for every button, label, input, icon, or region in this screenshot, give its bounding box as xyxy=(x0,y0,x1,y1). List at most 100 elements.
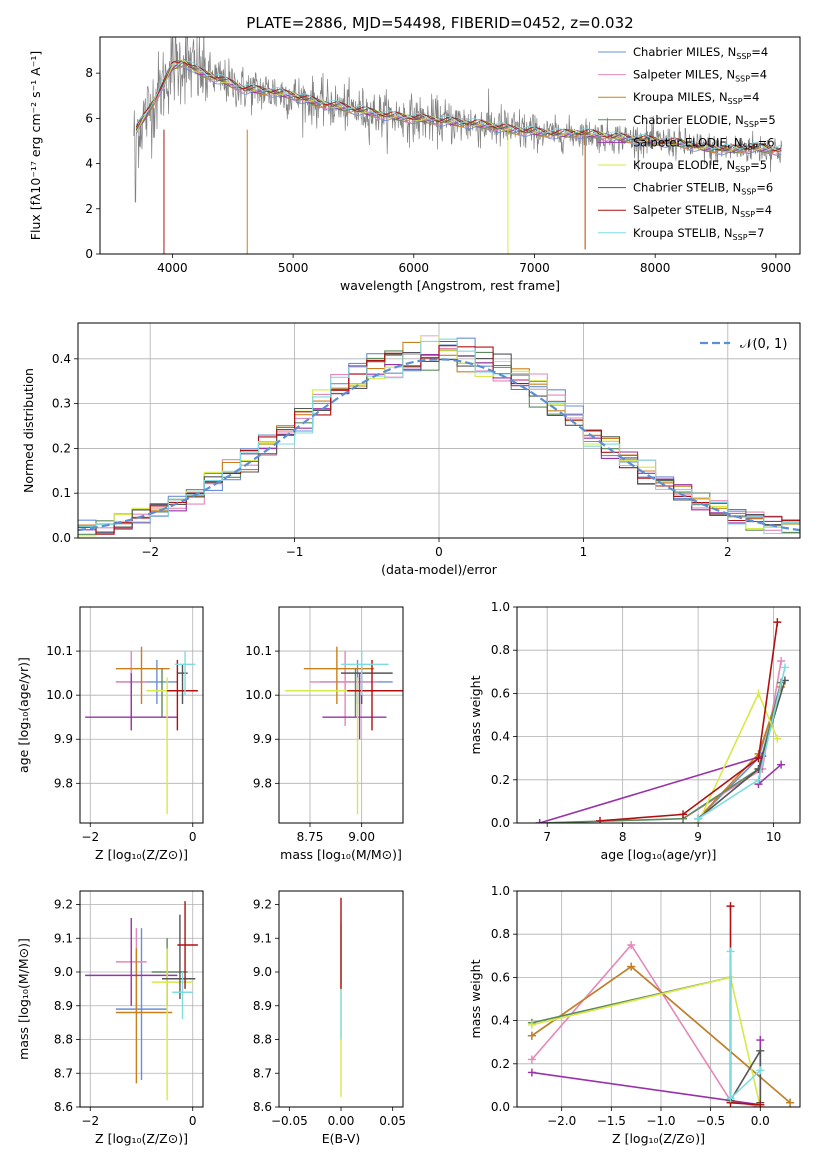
y-tick-label: 0.2 xyxy=(491,773,510,787)
y-tick-label: 0 xyxy=(85,247,93,261)
legend-subscript: SSP xyxy=(741,188,756,197)
y-tick-label: 10.1 xyxy=(46,644,73,658)
x-tick-label: −1.0 xyxy=(646,1114,675,1128)
weight-marker-8 xyxy=(756,1066,765,1075)
weight-marker-4 xyxy=(756,1036,765,1045)
x-tick-label: 8.75 xyxy=(297,830,324,844)
y-axis-label: mass weight xyxy=(468,959,483,1038)
legend-label-7: Salpeter STELIB, NSSP=4 xyxy=(633,203,772,219)
y-tick-label: 0.2 xyxy=(491,1057,510,1071)
x-tick-label: 0.05 xyxy=(379,1114,406,1128)
y-tick-label: 0.8 xyxy=(491,927,510,941)
normal-reference-curve xyxy=(78,358,800,532)
x-tick-label: 6000 xyxy=(399,261,430,275)
y-tick-label: 9.9 xyxy=(253,732,272,746)
y-tick-label: 1.0 xyxy=(491,884,510,898)
y-tick-label: 0.6 xyxy=(491,686,510,700)
weight-marker-1 xyxy=(527,1055,536,1064)
weight-marker-2 xyxy=(527,1031,536,1040)
legend-count: =4 xyxy=(750,68,767,82)
legend-subscript: SSP xyxy=(735,75,750,84)
y-tick-label: 0.4 xyxy=(491,730,510,744)
weight-marker-7 xyxy=(773,618,782,627)
plot-area-weight_vs_Z xyxy=(517,891,800,1107)
y-axis-label: Flux [fλ10⁻¹⁷ erg cm⁻² s⁻¹ A⁻¹] xyxy=(28,51,43,240)
weight-marker-6 xyxy=(756,1046,765,1055)
weight-marker-2 xyxy=(627,962,636,971)
y-tick-label: 0.4 xyxy=(52,352,71,366)
legend-label-6: Chabrier STELIB, NSSP=6 xyxy=(633,181,773,197)
y-axis-label: mass weight xyxy=(468,675,483,754)
y-tick-label: 2 xyxy=(85,202,93,216)
x-tick-label: 10 xyxy=(766,830,781,844)
legend-subscript: SSP xyxy=(740,210,755,219)
plot-area-spectrum xyxy=(133,37,783,254)
gridlines xyxy=(517,891,800,1107)
x-tick-label: −0.05 xyxy=(271,1114,308,1128)
y-tick-label: 9.2 xyxy=(54,898,73,912)
y-tick-label: 0.8 xyxy=(491,643,510,657)
legend-subscript: SSP xyxy=(744,120,759,129)
weight-marker-5 xyxy=(527,1020,536,1029)
figure-title: PLATE=2886, MJD=54498, FIBERID=0452, z=0… xyxy=(246,14,633,32)
y-tick-label: 8.9 xyxy=(253,999,272,1013)
y-tick-label: 4 xyxy=(85,157,93,171)
gridlines xyxy=(517,607,800,823)
x-tick-label: −1 xyxy=(286,545,304,559)
y-tick-label: 10.0 xyxy=(46,688,73,702)
x-axis-label: Z [log₁₀(Z/Z⊙)] xyxy=(612,1131,705,1146)
axes-frame xyxy=(516,890,801,1108)
weight-marker-8 xyxy=(694,814,703,823)
x-tick-label: −2 xyxy=(81,830,99,844)
plot-area-age_vs_mass xyxy=(279,607,403,823)
y-tick-label: 10.0 xyxy=(245,688,272,702)
panel-mass_vs_ebv: −0.05 0.00 0.05 8.6 8.7 8.8 8.9 9.0 9.1 9.2 E(B-V) xyxy=(253,890,406,1146)
legend-count: =6 xyxy=(756,181,773,195)
axes-frame xyxy=(278,890,404,1108)
x-tick-label: 8000 xyxy=(640,261,671,275)
y-tick-label: 0.0 xyxy=(491,816,510,830)
weight-marker-8 xyxy=(780,663,789,672)
panel-weight_vs_age: 7 8 9 10 0.0 0.2 0.4 0.6 0.8 1.0 age [log₁₀(age/yr… xyxy=(468,600,801,862)
plot-area-mass_vs_Z xyxy=(80,891,203,1107)
x-tick-label: 0.00 xyxy=(328,1114,355,1128)
legend-label-5: Kroupa ELODIE, NSSP=5 xyxy=(633,158,767,174)
x-axis-label: Z [log₁₀(Z/Z⊙)] xyxy=(95,847,188,862)
y-axis-label: mass [log₁₀(M/M⊙)] xyxy=(16,938,31,1060)
y-tick-label: 0.6 xyxy=(491,970,510,984)
weight-marker-7 xyxy=(596,816,605,823)
legend-label-3: Chabrier ELODIE, NSSP=5 xyxy=(633,113,776,129)
legend-label-0: Chabrier MILES, NSSP=4 xyxy=(633,45,768,61)
y-tick-label: 0.2 xyxy=(52,441,71,455)
panel-age_vs_Z: −2 0 9.8 9.9 10.0 10.1 Z [log₁₀(Z/Z⊙)] age [log… xyxy=(16,606,204,862)
weight-marker-5 xyxy=(754,689,763,698)
y-tick-label: 9.1 xyxy=(54,931,73,945)
x-tick-label: 0 xyxy=(189,1114,197,1128)
y-axis-label: Normed distribution xyxy=(21,368,36,493)
weight-marker-8 xyxy=(726,1094,735,1103)
gridlines xyxy=(80,607,203,823)
legend-count: =5 xyxy=(759,113,776,127)
panel-residuals: −2 −1 0 1 2 0.0 0.1 0.2 0.3 0.4 (data-model)/error… xyxy=(21,322,801,577)
weight-marker-7 xyxy=(726,902,735,911)
axes-frame xyxy=(77,322,801,539)
x-axis-label: age [log₁₀(age/yr)] xyxy=(601,847,717,862)
x-tick-label: 1 xyxy=(580,545,588,559)
x-tick-label: 9000 xyxy=(761,261,792,275)
weight-line-1 xyxy=(531,943,761,1107)
x-axis-label: wavelength [Angstrom, rest frame] xyxy=(340,278,560,293)
x-tick-label: 5000 xyxy=(278,261,309,275)
x-tick-label: 9 xyxy=(694,830,702,844)
weight-marker-7 xyxy=(754,754,763,763)
legend-label-normal: 𝒩(0, 1) xyxy=(740,337,787,352)
x-tick-label: 0 xyxy=(435,545,443,559)
legend-subscript: SSP xyxy=(736,52,751,61)
panel-age_vs_mass: 8.75 9.00 9.8 9.9 10.0 10.1 mass [log₁₀(M/M⊙)] xyxy=(245,606,404,862)
y-tick-label: 0.0 xyxy=(491,1100,510,1114)
weight-marker-7 xyxy=(756,1100,765,1107)
weight-marker-7 xyxy=(679,810,688,819)
weight-marker-4 xyxy=(527,1068,536,1077)
y-tick-label: 9.9 xyxy=(54,732,73,746)
panel-weight_vs_Z: −2.0 −1.5 −1.0 −0.5 0.0 0.0 0.2 0.4 0.6 0.8 1.0 Z [… xyxy=(468,884,801,1146)
